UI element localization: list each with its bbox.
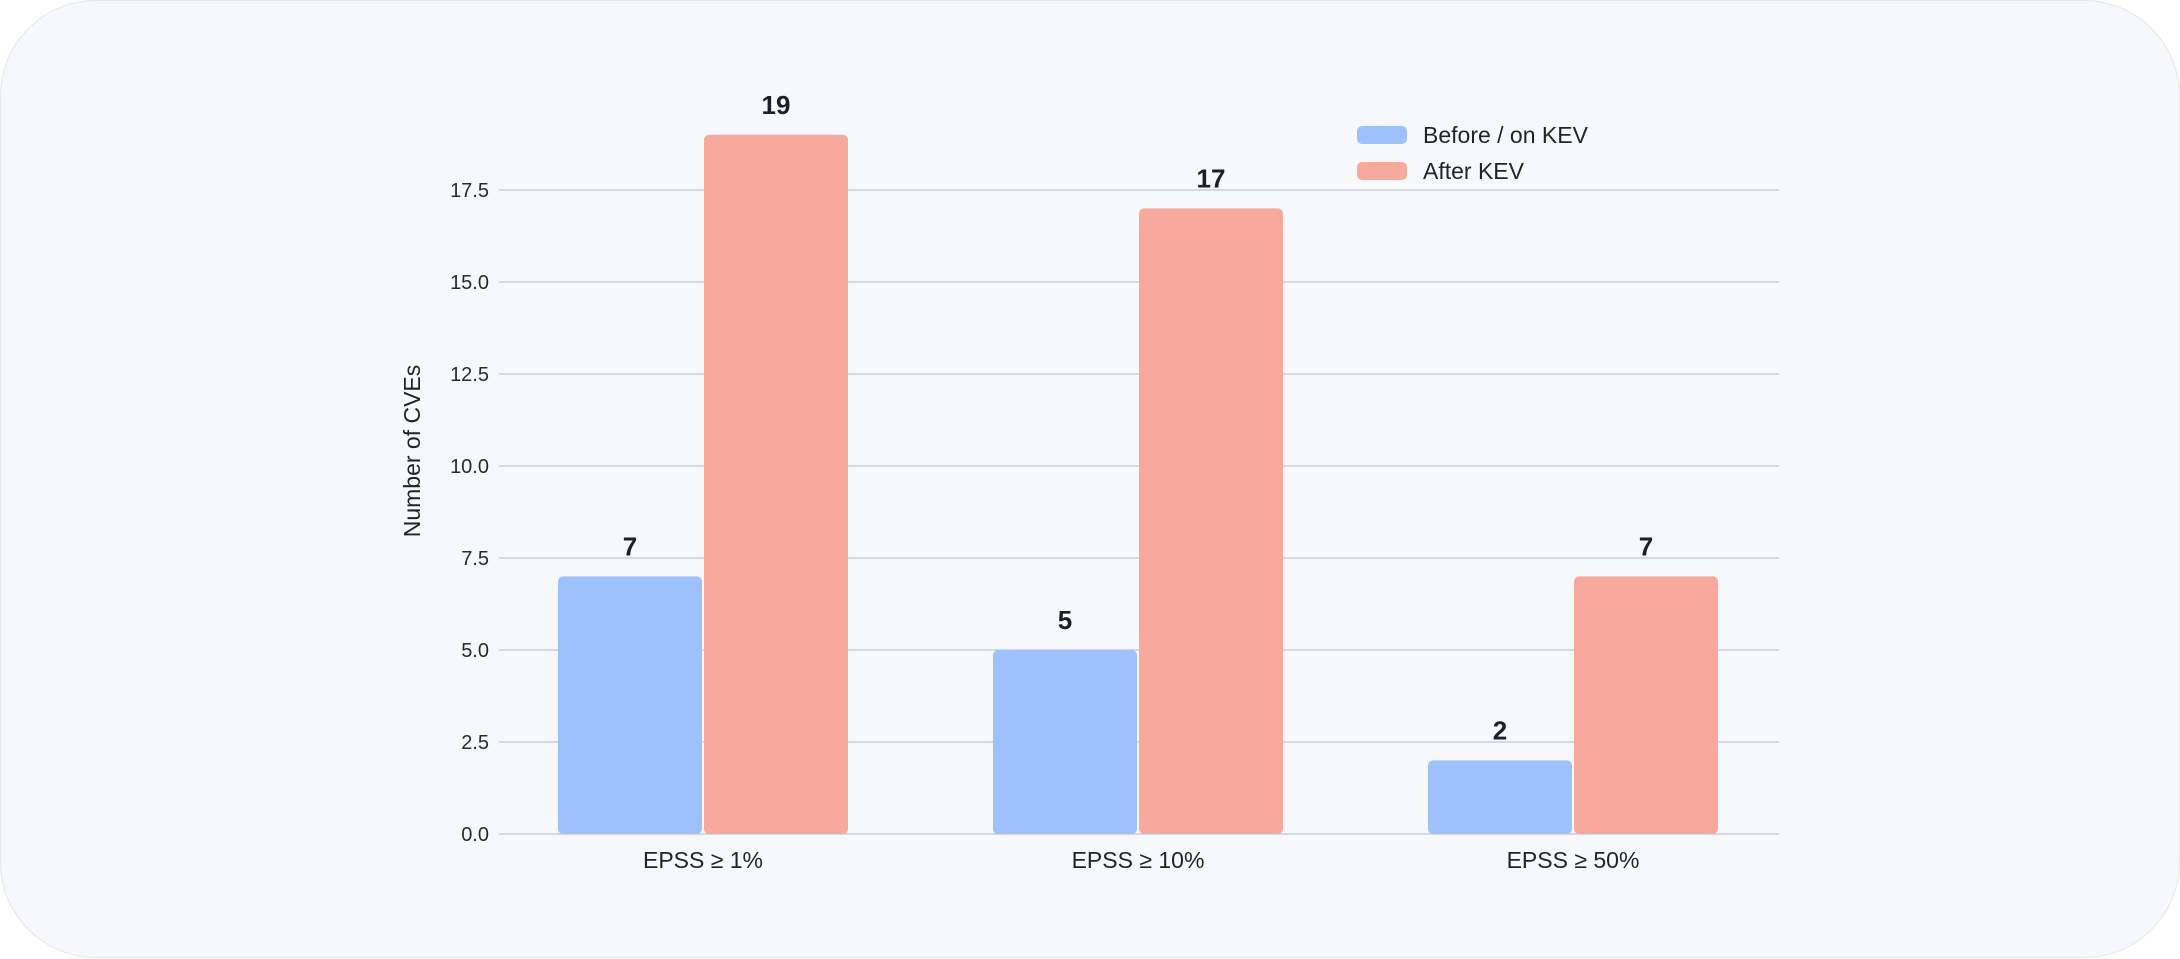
y-tick-label: 17.5: [450, 180, 489, 202]
bar-after-kev: [704, 134, 848, 835]
data-label: 7: [623, 531, 637, 561]
data-label: 19: [762, 90, 791, 120]
y-tick-label: 5.0: [461, 640, 489, 662]
y-tick-label: 7.5: [461, 548, 489, 570]
bar-before-kev: [558, 576, 702, 834]
y-tick-label: 15.0: [450, 272, 489, 294]
bar-before-kev: [993, 650, 1137, 834]
x-category-label: EPSS ≥ 1%: [643, 847, 763, 873]
bar-after-kev: [1574, 576, 1718, 834]
y-tick-label: 0.0: [461, 824, 489, 846]
bar-after-kev: [1139, 208, 1283, 834]
data-labels: 7 19 5 17 2 7: [623, 90, 1653, 746]
legend-label: After KEV: [1423, 158, 1525, 184]
data-label: 5: [1058, 605, 1072, 635]
x-axis-categories: EPSS ≥ 1% EPSS ≥ 10% EPSS ≥ 50%: [643, 847, 1639, 873]
y-axis-ticks: 0.0 2.5 5.0 7.5 10.0 12.5 15.0 17.5: [450, 180, 489, 846]
data-label: 17: [1197, 163, 1226, 193]
legend: Before / on KEV After KEV: [1357, 122, 1589, 184]
y-tick-label: 12.5: [450, 364, 489, 386]
legend-swatch: [1357, 162, 1407, 180]
bars: [558, 134, 1718, 835]
legend-label: Before / on KEV: [1423, 122, 1589, 148]
data-label: 7: [1639, 531, 1653, 561]
bar-before-kev: [1428, 760, 1572, 834]
y-axis-title: Number of CVEs: [399, 365, 425, 538]
y-tick-label: 2.5: [461, 732, 489, 754]
x-category-label: EPSS ≥ 50%: [1507, 847, 1640, 873]
y-tick-label: 10.0: [450, 456, 489, 478]
x-category-label: EPSS ≥ 10%: [1072, 847, 1205, 873]
data-label: 2: [1493, 715, 1507, 745]
legend-swatch: [1357, 126, 1407, 144]
